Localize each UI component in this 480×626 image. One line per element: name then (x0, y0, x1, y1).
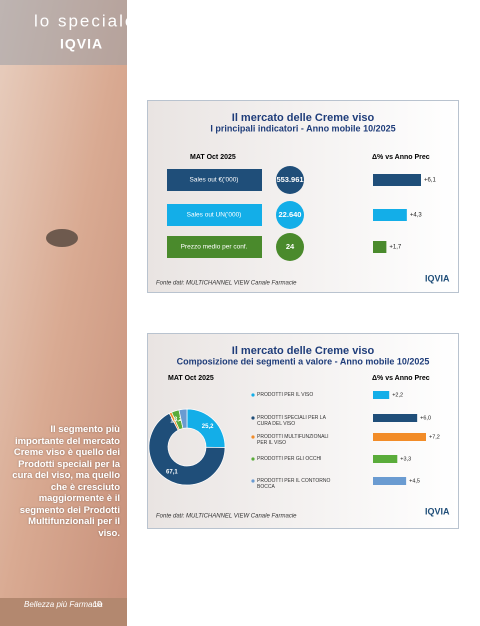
column-label: MAT Oct 2025 (168, 375, 214, 382)
source: Fonte dati: MULTICHANNEL VIEW Canale Far… (156, 281, 297, 287)
slice-label: 67,1 (166, 469, 178, 475)
delta-label: +4,5 (409, 478, 420, 484)
slice-label: 25,2 (202, 424, 214, 430)
slice-label: 1,1 (170, 418, 179, 424)
legend-dot (251, 416, 255, 420)
delta-bar (373, 455, 398, 463)
donut-slice (178, 408, 188, 429)
indicator-value: 553.961 (276, 175, 303, 184)
legend-dot (251, 393, 255, 397)
footer-band (0, 598, 127, 626)
delta-bar (373, 209, 407, 221)
legend-label: PRODOTTI PER IL VISO (257, 392, 313, 398)
indicator-value: 24 (286, 242, 295, 251)
page-number: 10 (93, 600, 102, 609)
delta-label: +3,3 (400, 456, 411, 462)
panel-title: Il mercato delle Creme viso (232, 345, 375, 357)
photo (0, 0, 127, 626)
legend-label: PRODOTTI SPECIALI PER LA CURA DEL VISO (257, 415, 327, 427)
value-circle (276, 233, 304, 261)
delta-bar (373, 174, 421, 186)
content-bg (127, 0, 480, 626)
panel-subtitle: Composizione dei segmenti a valore - Ann… (177, 356, 430, 366)
panel-title: Il mercato delle Creme viso (232, 112, 375, 124)
legend-dot (251, 457, 255, 461)
eye (46, 229, 78, 247)
indicator-box (167, 204, 262, 226)
brand: IQVIA (60, 36, 103, 52)
legend-dot (251, 479, 255, 483)
delta-bar (373, 391, 390, 399)
donut-slice (148, 412, 226, 486)
slice-label: 3,2 (174, 417, 183, 423)
legend-dot (251, 435, 255, 439)
indicator-label: Sales out €('000) (190, 177, 239, 184)
logo: IQVIA (425, 273, 450, 283)
section: lo speciale (34, 11, 136, 30)
delta-bar (373, 241, 387, 253)
header-band (0, 0, 127, 65)
delta-bar (373, 414, 418, 422)
panel-subtitle: I principali indicatori - Anno mobile 10… (210, 123, 395, 133)
magazine: Bellezza più Farmacia (24, 600, 103, 609)
source: Fonte dati: MULTICHANNEL VIEW Canale Far… (156, 514, 297, 520)
column-label: Δ% vs Anno Prec (372, 375, 430, 382)
indicator-box (167, 169, 262, 191)
delta-label: +1,7 (389, 245, 402, 251)
sidebar-text: Il segmento più importante del mercato C… (12, 424, 120, 539)
legend-label: PRODOTTI PER GLI OCCHI (257, 456, 321, 462)
delta-label: +6,1 (424, 178, 437, 184)
legend-label: PRODOTTI MULTIFUNZIONALI PER IL VISO (257, 434, 329, 446)
delta-label: +4,3 (410, 213, 423, 219)
logo: IQVIA (425, 506, 450, 516)
indicator-box (167, 236, 262, 258)
value-circle (276, 201, 304, 229)
delta-label: +7,2 (429, 434, 440, 440)
delta-bar (373, 433, 426, 441)
column-label: Δ% vs Anno Prec (372, 154, 430, 161)
column-label: MAT Oct 2025 (190, 154, 236, 161)
legend-label: PRODOTTI PER IL CONTORNO BOCCA (257, 478, 330, 490)
value-circle (276, 166, 304, 194)
panel (147, 100, 459, 293)
indicator-value: 22.640 (279, 210, 302, 219)
indicator-label: Sales out UN('000) (187, 212, 242, 219)
delta-label: +2,2 (392, 392, 403, 398)
delta-label: +6,0 (420, 415, 431, 421)
indicator-label: Prezzo medio per conf. (181, 244, 248, 251)
delta-bar (373, 477, 407, 485)
